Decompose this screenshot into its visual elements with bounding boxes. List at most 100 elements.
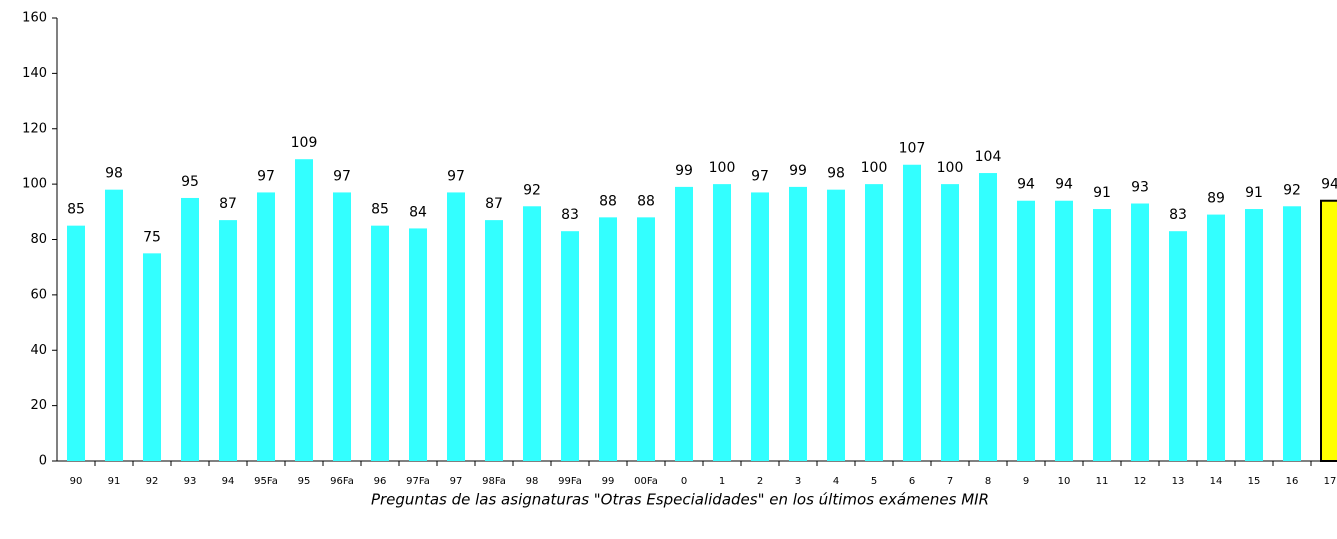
value-label: 84: [409, 204, 427, 220]
value-label: 98: [105, 166, 123, 182]
bar: [143, 253, 161, 461]
value-label: 97: [333, 168, 351, 184]
value-label: 88: [637, 193, 655, 209]
x-tick-label: 98Fa: [482, 476, 506, 487]
value-label: 89: [1207, 191, 1225, 207]
value-label: 107: [899, 141, 926, 157]
x-tick-label: 00Fa: [634, 476, 658, 487]
value-label: 100: [861, 160, 888, 176]
bar: [1093, 209, 1111, 461]
bar: [1207, 214, 1225, 461]
x-tick-label: 96: [374, 476, 387, 487]
value-label: 91: [1245, 185, 1263, 201]
x-tick-label: 2: [757, 476, 763, 487]
bar: [1245, 209, 1263, 461]
bar: [675, 186, 693, 462]
value-label: 93: [1131, 180, 1149, 196]
x-tick-label: 4: [833, 476, 839, 487]
x-tick-label: 99Fa: [558, 476, 582, 487]
x-tick-label: 5: [871, 476, 877, 487]
x-tick-label: 99: [602, 476, 615, 487]
x-tick-label: 9: [1023, 476, 1029, 487]
bar: [295, 159, 313, 462]
value-label: 100: [937, 160, 964, 176]
bar: [751, 192, 769, 461]
y-tick-label: 100: [22, 177, 47, 192]
bar: [1017, 200, 1035, 462]
y-tick-label: 160: [22, 11, 47, 26]
bar: [903, 164, 921, 461]
value-label: 83: [561, 207, 579, 223]
bar: [409, 228, 427, 461]
bar: [371, 225, 389, 461]
bar: [827, 189, 845, 461]
value-label: 87: [485, 196, 503, 212]
bar: [257, 192, 275, 461]
bar: [865, 184, 883, 461]
x-tick-label: 95Fa: [254, 476, 278, 487]
bar: [181, 197, 199, 461]
bar: [219, 220, 237, 461]
x-tick-label: 0: [681, 476, 687, 487]
x-tick-label: 94: [222, 476, 235, 487]
bar: [789, 186, 807, 462]
x-tick-label: 3: [795, 476, 801, 487]
bar: [561, 231, 579, 461]
value-label: 100: [709, 160, 736, 176]
y-tick-label: 60: [30, 287, 47, 302]
x-tick-label: 93: [184, 476, 197, 487]
value-label: 98: [827, 166, 845, 182]
x-tick-label: 97: [450, 476, 463, 487]
bar: [1283, 206, 1301, 461]
value-label: 75: [143, 229, 161, 245]
bar: [67, 225, 85, 461]
value-label: 97: [447, 168, 465, 184]
x-tick-label: 1: [719, 476, 725, 487]
bar: [105, 189, 123, 461]
x-tick-label: 17: [1324, 476, 1337, 487]
value-label: 97: [751, 168, 769, 184]
value-label: 97: [257, 168, 275, 184]
value-label: 104: [975, 149, 1002, 165]
x-tick-label: 95: [298, 476, 311, 487]
x-tick-label: 96Fa: [330, 476, 354, 487]
y-tick-label: 80: [30, 232, 47, 247]
x-tick-label: 91: [108, 476, 121, 487]
x-tick-label: 92: [146, 476, 159, 487]
x-tick-label: 15: [1248, 476, 1261, 487]
bar: [485, 220, 503, 461]
value-label: 88: [599, 193, 617, 209]
x-tick-label: 6: [909, 476, 915, 487]
x-tick-label: 98: [526, 476, 539, 487]
x-tick-label: 90: [70, 476, 83, 487]
y-tick-label: 20: [30, 398, 47, 413]
bar: [523, 206, 541, 461]
y-tick-label: 120: [22, 121, 47, 136]
y-tick-label: 0: [39, 454, 47, 469]
value-label: 92: [1283, 182, 1301, 198]
bar: [941, 184, 959, 461]
x-tick-label: 12: [1134, 476, 1147, 487]
x-tick-label: 8: [985, 476, 991, 487]
value-label: 85: [371, 202, 389, 218]
value-label: 94: [1321, 177, 1337, 193]
value-label: 87: [219, 196, 237, 212]
value-label: 94: [1055, 177, 1073, 193]
bar: [1055, 200, 1073, 462]
bar: [599, 217, 617, 461]
chart-title: Preguntas de las asignaturas "Otras Espe…: [371, 491, 989, 509]
x-tick-label: 11: [1096, 476, 1109, 487]
x-tick-label: 7: [947, 476, 953, 487]
value-label: 94: [1017, 177, 1035, 193]
value-label: 109: [291, 135, 318, 151]
value-label: 92: [523, 182, 541, 198]
value-label: 91: [1093, 185, 1111, 201]
x-tick-label: 10: [1058, 476, 1071, 487]
y-tick-label: 40: [30, 343, 47, 358]
bar: [713, 184, 731, 461]
bar: [1169, 231, 1187, 461]
bar: [447, 192, 465, 461]
bar: [637, 217, 655, 461]
value-label: 99: [789, 163, 807, 179]
